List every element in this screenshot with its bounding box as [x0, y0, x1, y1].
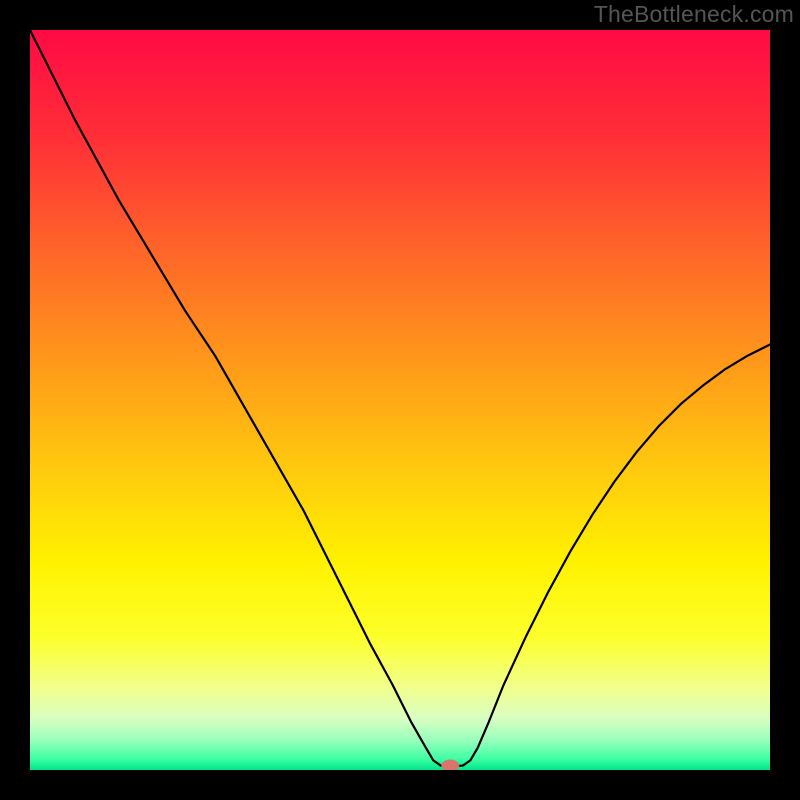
- plot-area: [30, 30, 770, 770]
- watermark-text: TheBottleneck.com: [594, 1, 794, 28]
- chart-svg: [30, 30, 770, 770]
- canvas: TheBottleneck.com: [0, 0, 800, 800]
- gradient-background: [30, 30, 770, 770]
